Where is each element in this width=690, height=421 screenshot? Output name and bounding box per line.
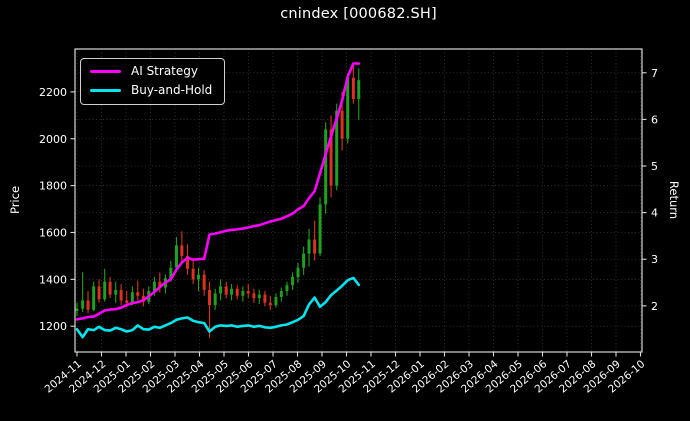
y-axis-label-return: Return (667, 180, 681, 220)
buy-and-hold-line (75, 276, 361, 339)
price-tick-label: 2200 (39, 86, 67, 99)
price-tick-label: 1400 (39, 273, 67, 286)
legend-item-ai-strategy: AI Strategy (90, 64, 212, 78)
legend-label-buy-and-hold: Buy-and-Hold (131, 83, 213, 98)
price-tick-label: 2000 (39, 133, 67, 146)
return-tick-label: 5 (651, 160, 658, 173)
legend-line-sample-buy-and-hold (90, 89, 121, 93)
plot-border (74, 48, 643, 353)
ai-strategy-line (75, 62, 361, 321)
legend-line-sample-ai-strategy (90, 69, 121, 73)
y-axis-label-price: Price (8, 185, 22, 215)
price-tick-label: 1600 (39, 226, 67, 239)
price-tick-label: 1800 (39, 180, 67, 193)
legend-label-ai-strategy: AI Strategy (131, 64, 198, 78)
candlestick-series (75, 62, 361, 338)
axis-ticks (70, 72, 647, 357)
legend: AI Strategy Buy-and-Hold (80, 58, 226, 105)
legend-item-buy-and-hold: Buy-and-Hold (90, 83, 212, 97)
return-tick-label: 2 (651, 300, 658, 313)
return-tick-label: 6 (651, 113, 658, 126)
chart-title: cnindex [000682.SH] (280, 6, 437, 22)
return-tick-label: 4 (651, 207, 658, 220)
price-tick-label: 1200 (39, 320, 67, 333)
return-tick-label: 3 (651, 253, 658, 266)
return-tick-label: 7 (651, 67, 658, 80)
